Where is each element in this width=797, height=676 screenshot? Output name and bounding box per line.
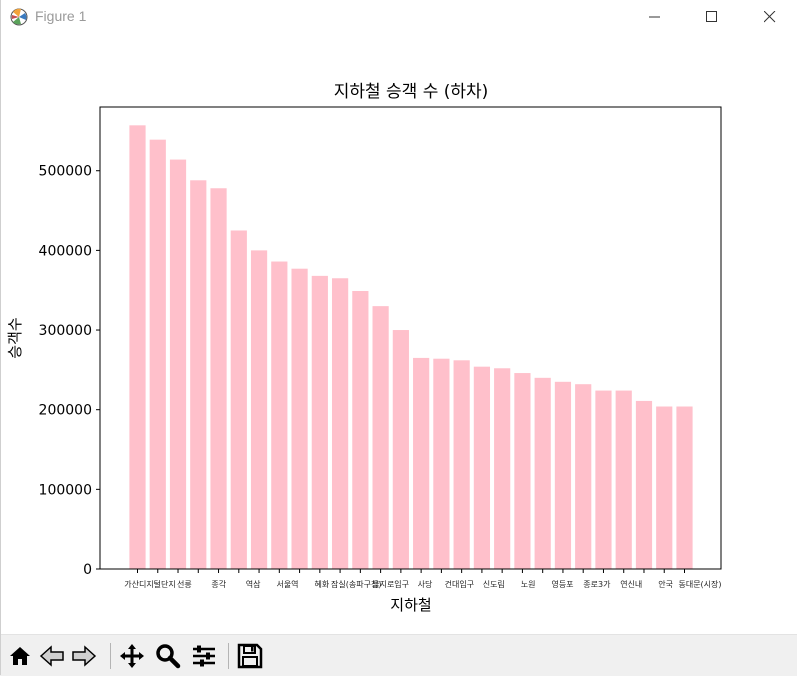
y-tick-label: 200000 [39, 403, 92, 419]
sliders-icon [193, 645, 215, 667]
x-tick-label: 가산디지털단지 [124, 579, 176, 589]
back-arrow-icon [39, 645, 64, 667]
bar [534, 377, 551, 569]
chart-title: 지하철 승객 수 (하차) [334, 82, 489, 102]
bar [352, 291, 369, 569]
x-tick-label: 노원 [521, 580, 536, 589]
window-titlebar: Figure 1 [0, 0, 797, 34]
x-tick-label: 안국 [658, 579, 673, 589]
floppy-disk-icon [237, 643, 263, 669]
magnifier-icon [156, 644, 181, 669]
x-tick-label: 서울역 [276, 579, 298, 589]
bar [190, 180, 207, 569]
window-border [0, 0, 1, 675]
home-button[interactable] [7, 643, 33, 669]
bar-chart: 지하철 승객 수 (하차) 0 100000 200000 300000 400000 5… [6, 82, 722, 614]
x-tick-label: 사당 [418, 579, 433, 589]
x-tick-label: 연신내 [620, 580, 642, 589]
configure-subplots-button[interactable] [191, 643, 217, 669]
save-button[interactable] [237, 643, 263, 669]
forward-button[interactable] [71, 643, 97, 669]
bar [149, 139, 166, 569]
bar [311, 275, 328, 569]
close-button[interactable] [747, 0, 793, 34]
bar [413, 357, 430, 569]
bar [575, 384, 592, 569]
x-tick-label: 선릉 [177, 580, 192, 589]
x-tick-label: 을지로입구 [372, 580, 409, 589]
pan-button[interactable] [119, 643, 145, 669]
bar [635, 400, 653, 569]
x-tick-label: 혜화 [315, 580, 330, 589]
figure-canvas[interactable]: 지하철 승객 수 (하차) 0 100000 200000 300000 400000 5… [0, 34, 797, 634]
y-tick-label: 0 [83, 562, 92, 578]
bar [210, 188, 227, 569]
maximize-icon [706, 11, 717, 22]
minimize-icon [649, 16, 660, 18]
x-tick-label: 종각 [211, 579, 226, 589]
matplotlib-icon [10, 8, 28, 26]
bar [676, 406, 693, 569]
bar [250, 250, 268, 569]
bar [230, 230, 247, 569]
y-tick-label: 100000 [39, 482, 92, 498]
forward-arrow-icon [72, 645, 97, 667]
back-button[interactable] [39, 643, 65, 669]
bar [494, 368, 511, 569]
x-tick-label: 잠실(송파구청) [331, 579, 381, 589]
window-title: Figure 1 [35, 8, 87, 24]
x-tick-label: 동대문(시장) [678, 579, 721, 589]
x-tick-label: 역삼 [246, 579, 261, 589]
toolbar-separator [110, 643, 111, 669]
bar [129, 125, 146, 570]
bar [453, 360, 470, 569]
x-tick-label: 신도림 [483, 579, 505, 589]
y-tick-label: 400000 [39, 243, 92, 259]
bar [392, 330, 409, 569]
bar [595, 390, 612, 569]
maximize-button[interactable] [689, 0, 735, 34]
close-icon [764, 11, 776, 23]
home-icon [10, 647, 30, 665]
y-tick-label: 300000 [39, 323, 92, 339]
bar [433, 358, 450, 569]
zoom-button[interactable] [155, 643, 181, 669]
bar [331, 278, 349, 569]
x-tick-label: 건대입구 [445, 579, 474, 589]
bar [554, 381, 572, 569]
bar [473, 366, 491, 569]
bar [372, 306, 389, 569]
x-tick-label: 영등포 [551, 579, 573, 589]
navigation-toolbar [0, 634, 797, 676]
bar [271, 261, 288, 569]
bar [514, 373, 531, 569]
y-tick-label: 500000 [39, 164, 92, 180]
bar [169, 159, 187, 569]
x-axis-label: 지하철 [390, 596, 431, 614]
toolbar-separator [228, 643, 229, 669]
bar [615, 390, 632, 569]
bar [291, 268, 308, 569]
minimize-button[interactable] [632, 0, 678, 34]
axes-frame [99, 106, 722, 570]
y-axis-label: 승객수 [6, 317, 24, 358]
x-tick-label: 종로3가 [583, 580, 611, 589]
move-icon [120, 644, 144, 668]
bar [656, 406, 673, 569]
